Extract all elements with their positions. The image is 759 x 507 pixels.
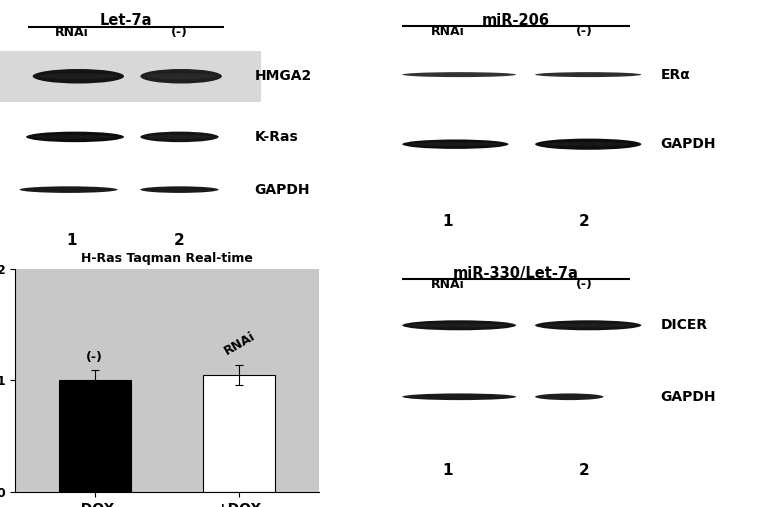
Ellipse shape xyxy=(33,135,117,139)
Text: 1: 1 xyxy=(442,213,453,229)
Ellipse shape xyxy=(39,74,117,79)
Ellipse shape xyxy=(535,138,641,150)
Text: ERα: ERα xyxy=(660,67,690,82)
Ellipse shape xyxy=(140,132,219,142)
Text: 1: 1 xyxy=(67,233,77,247)
Ellipse shape xyxy=(543,142,633,147)
Ellipse shape xyxy=(411,323,508,328)
Ellipse shape xyxy=(26,132,124,142)
Ellipse shape xyxy=(140,186,219,193)
Ellipse shape xyxy=(146,74,216,79)
Ellipse shape xyxy=(535,320,641,330)
Text: GAPDH: GAPDH xyxy=(660,390,716,404)
Ellipse shape xyxy=(543,323,633,328)
Text: 1: 1 xyxy=(442,463,453,478)
Ellipse shape xyxy=(33,69,124,84)
Ellipse shape xyxy=(410,142,501,146)
Text: Let-7a: Let-7a xyxy=(99,13,152,28)
Ellipse shape xyxy=(20,186,118,193)
Text: 2: 2 xyxy=(174,233,185,247)
Ellipse shape xyxy=(140,69,222,84)
Ellipse shape xyxy=(402,72,516,77)
Text: 2: 2 xyxy=(579,213,590,229)
Text: miR-330/Let-7a: miR-330/Let-7a xyxy=(453,266,579,281)
Text: (-): (-) xyxy=(576,25,593,38)
Text: (-): (-) xyxy=(87,350,103,364)
Ellipse shape xyxy=(402,320,516,330)
Text: RNAi: RNAi xyxy=(222,330,257,358)
Text: RNAi: RNAi xyxy=(431,25,465,38)
Text: (-): (-) xyxy=(171,26,188,39)
Text: DICER: DICER xyxy=(660,318,707,332)
Text: miR-206: miR-206 xyxy=(482,13,550,27)
Ellipse shape xyxy=(535,393,603,400)
Text: GAPDH: GAPDH xyxy=(660,137,716,151)
Text: HMGA2: HMGA2 xyxy=(254,69,312,83)
Ellipse shape xyxy=(535,72,641,77)
Bar xyxy=(203,375,276,492)
Text: RNAi: RNAi xyxy=(431,278,465,291)
Bar xyxy=(58,380,131,492)
Ellipse shape xyxy=(146,135,213,139)
Text: (-): (-) xyxy=(576,278,593,291)
Ellipse shape xyxy=(402,393,516,400)
Title: H-Ras Taqman Real-time: H-Ras Taqman Real-time xyxy=(81,252,253,265)
Text: 2: 2 xyxy=(579,463,590,478)
Text: K-Ras: K-Ras xyxy=(254,130,298,144)
Ellipse shape xyxy=(402,139,509,149)
Text: GAPDH: GAPDH xyxy=(254,183,310,197)
Text: RNAi: RNAi xyxy=(55,26,89,39)
FancyBboxPatch shape xyxy=(0,51,261,101)
